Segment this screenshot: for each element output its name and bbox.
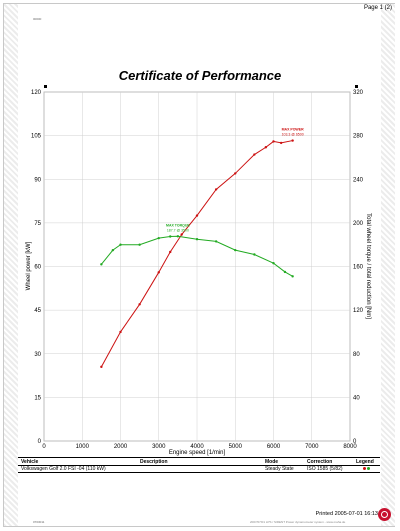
torque-point <box>234 248 237 252</box>
wheel-power-point <box>100 365 103 369</box>
right-margin-hatch <box>381 4 395 526</box>
cell-correction: ISO 1585 (5/82) <box>307 466 343 472</box>
torque-point <box>157 236 160 240</box>
max-torque-annotation-value: 187.7 @ 3500 <box>167 228 189 232</box>
col-header-mode: Mode <box>265 459 279 465</box>
legend-torque-dot <box>367 467 370 470</box>
wheel-power-point <box>195 214 199 217</box>
y-right-tick-label: 240 <box>353 177 364 183</box>
y-left-tick-label: 60 <box>34 265 41 271</box>
y-left-tick-label: 30 <box>34 352 41 358</box>
wheel-power-point <box>157 271 160 274</box>
page-number: Page 1 (2) <box>363 5 392 11</box>
y-right-tick-label: 280 <box>353 134 364 140</box>
torque-point <box>272 262 275 265</box>
torque-point <box>119 243 122 246</box>
y-right-tick-label: 120 <box>353 308 364 314</box>
cell-vehicle: Volkswagen Golf 2.0 FSI -04 (110 kW) <box>21 466 106 472</box>
y-left-tick-label: 75 <box>34 221 41 227</box>
y-right-tick-label: 0 <box>353 439 357 445</box>
torque-point <box>169 235 172 238</box>
torque-point <box>100 263 103 266</box>
wheel-power-point <box>119 330 122 334</box>
torque-point <box>111 248 115 252</box>
printed-timestamp: Printed 2005-07-01 16:13 <box>315 511 378 517</box>
y-left-tick-label: 0 <box>38 439 42 445</box>
table-header-rule <box>18 465 380 466</box>
wheel-power-point <box>264 146 268 149</box>
x-tick-label: 2000 <box>114 444 128 450</box>
wheel-power-line <box>100 140 293 368</box>
chart-series <box>100 139 294 369</box>
y-left-tick-label: 45 <box>34 308 41 314</box>
corner-mark-left <box>44 85 47 88</box>
torque-point <box>214 240 218 243</box>
y-left-tick-label: 105 <box>31 134 42 140</box>
y-right-tick-label: 200 <box>353 221 364 227</box>
x-tick-label: 3000 <box>152 444 166 450</box>
chart-ticks: 0 1000 2000 3000 4000 5000 6000 7000 80000153045… <box>31 90 364 450</box>
wheel-power-point <box>169 250 172 254</box>
footer-code: 0703011 <box>33 520 45 524</box>
col-header-correction: Correction <box>307 459 333 465</box>
wheel-power-point <box>291 139 294 142</box>
x-tick-label: 1000 <box>76 444 90 450</box>
chart-grid <box>43 91 351 442</box>
cell-legend <box>362 466 370 472</box>
col-header-description: Description <box>140 459 168 465</box>
x-tick-label: 0 <box>42 444 46 450</box>
wheel-power-point <box>214 188 218 191</box>
torque-point <box>138 243 141 246</box>
legend-power-dot <box>363 467 366 470</box>
footer-text: 2007/07/01 LPS / SIRENT Power dynamomete… <box>250 520 346 524</box>
document-id: 00000 <box>33 17 42 21</box>
company-logo-icon <box>378 508 391 521</box>
page-title: Certificate of Performance <box>118 68 282 83</box>
x-tick-label: 4000 <box>190 444 204 450</box>
torque-point <box>291 275 294 278</box>
wheel-power-point <box>138 303 141 306</box>
x-tick-label: 5000 <box>229 444 243 450</box>
wheel-power-point <box>253 153 256 156</box>
wheel-power-point <box>272 140 275 143</box>
table-bottom-rule <box>18 472 380 473</box>
left-margin-hatch <box>4 4 18 526</box>
y-right-tick-label: 160 <box>353 265 364 271</box>
max-torque-annotation-label: MAX TORQUE <box>166 223 190 227</box>
torque-point <box>176 235 180 238</box>
torque-point <box>195 238 199 241</box>
y-right-tick-label: 320 <box>353 90 364 96</box>
y-left-tick-label: 90 <box>34 177 41 183</box>
col-header-vehicle: Vehicle <box>21 459 39 465</box>
wheel-power-point <box>279 141 283 145</box>
x-tick-label: 6000 <box>267 444 281 450</box>
cell-mode: Steady State <box>265 466 294 472</box>
max-power-annotation-label: MAX POWER <box>282 128 304 132</box>
y-left-tick-label: 120 <box>31 90 42 96</box>
y-right-tick-label: 80 <box>353 352 360 358</box>
y-left-tick-label: 15 <box>34 395 41 401</box>
x-tick-label: 8000 <box>343 444 357 450</box>
torque-line <box>100 235 293 277</box>
torque-point <box>253 253 256 256</box>
col-header-legend: Legend <box>356 459 374 465</box>
table-top-rule <box>18 457 380 458</box>
wheel-power-point <box>234 172 237 175</box>
wheel-power-point <box>180 233 183 236</box>
corner-mark-right <box>355 85 358 88</box>
torque-point <box>283 270 287 274</box>
y-axis-left-label: Wheel power [kW] <box>26 241 32 290</box>
x-axis-label: Engine speed [1/min] <box>169 450 226 456</box>
y-axis-right-label: Total wheel torque / total reduction [Nm… <box>365 213 371 319</box>
y-right-tick-label: 40 <box>353 395 360 401</box>
max-power-annotation-value: 103.3 @ 6500 <box>282 133 304 137</box>
x-tick-label: 7000 <box>305 444 319 450</box>
